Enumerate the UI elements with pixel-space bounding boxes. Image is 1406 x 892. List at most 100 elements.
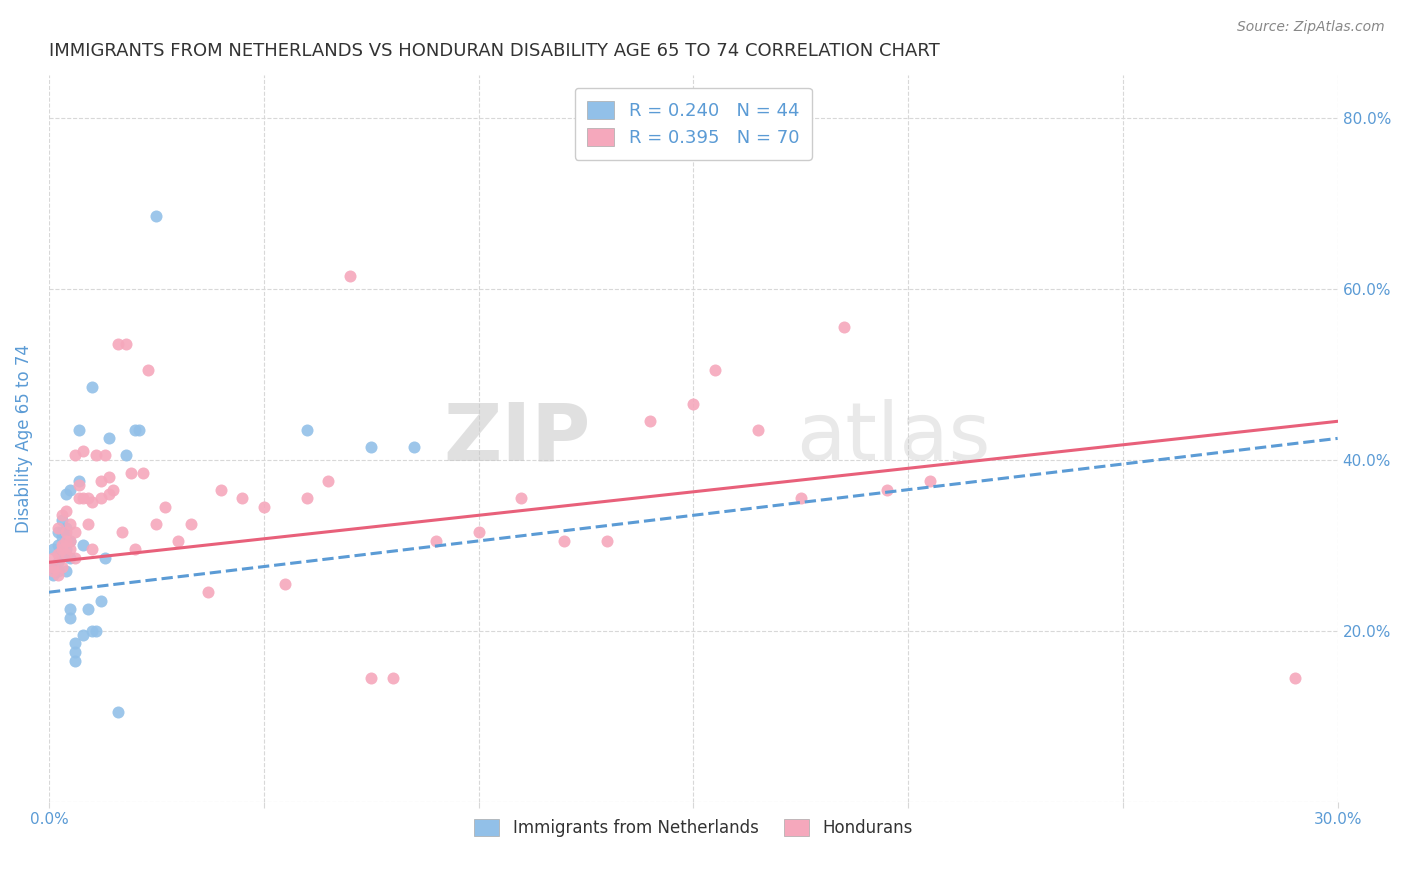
Point — [63, 449, 86, 463]
Text: ZIP: ZIP — [443, 400, 591, 477]
Point — [467, 525, 489, 540]
Point — [115, 337, 138, 351]
Point — [72, 538, 94, 552]
Point — [89, 593, 111, 607]
Point — [197, 585, 219, 599]
Point — [51, 530, 73, 544]
Point — [42, 551, 65, 566]
Point — [80, 380, 103, 394]
Point — [51, 542, 73, 557]
Point — [145, 516, 167, 531]
Point — [59, 516, 82, 531]
Point — [76, 516, 98, 531]
Point — [94, 449, 117, 463]
Point — [132, 466, 155, 480]
Text: Source: ZipAtlas.com: Source: ZipAtlas.com — [1237, 20, 1385, 34]
Point — [55, 521, 77, 535]
Point — [72, 491, 94, 506]
Point — [63, 654, 86, 668]
Point — [59, 602, 82, 616]
Point — [381, 671, 404, 685]
Point — [63, 551, 86, 566]
Point — [339, 268, 361, 283]
Point — [274, 576, 297, 591]
Point — [67, 474, 90, 488]
Point — [98, 487, 121, 501]
Point — [876, 483, 898, 497]
Point — [51, 547, 73, 561]
Point — [360, 671, 382, 685]
Point — [166, 533, 188, 548]
Point — [80, 542, 103, 557]
Point — [59, 551, 82, 566]
Point — [115, 449, 138, 463]
Point — [55, 525, 77, 540]
Point — [360, 440, 382, 454]
Point — [51, 538, 73, 552]
Point — [51, 559, 73, 574]
Point — [46, 564, 69, 578]
Point — [67, 478, 90, 492]
Point — [180, 516, 202, 531]
Point — [747, 423, 769, 437]
Point — [76, 491, 98, 506]
Point — [553, 533, 575, 548]
Point — [55, 533, 77, 548]
Point — [46, 521, 69, 535]
Point — [316, 474, 339, 488]
Point — [84, 449, 107, 463]
Point — [124, 542, 146, 557]
Point — [89, 474, 111, 488]
Point — [59, 542, 82, 557]
Text: atlas: atlas — [796, 400, 991, 477]
Point — [55, 564, 77, 578]
Point — [253, 500, 276, 514]
Text: IMMIGRANTS FROM NETHERLANDS VS HONDURAN DISABILITY AGE 65 TO 74 CORRELATION CHAR: IMMIGRANTS FROM NETHERLANDS VS HONDURAN … — [49, 42, 939, 60]
Point — [72, 628, 94, 642]
Point — [42, 542, 65, 557]
Point — [46, 538, 69, 552]
Point — [682, 397, 704, 411]
Point — [425, 533, 447, 548]
Point — [51, 508, 73, 523]
Point — [209, 483, 232, 497]
Point — [42, 559, 65, 574]
Point — [918, 474, 941, 488]
Point — [80, 495, 103, 509]
Point — [789, 491, 811, 506]
Point — [404, 440, 426, 454]
Point — [46, 568, 69, 582]
Point — [832, 320, 855, 334]
Point — [84, 624, 107, 638]
Point — [46, 555, 69, 569]
Point — [98, 431, 121, 445]
Point — [59, 533, 82, 548]
Point — [703, 363, 725, 377]
Point — [55, 530, 77, 544]
Point — [55, 487, 77, 501]
Point — [72, 444, 94, 458]
Point — [596, 533, 619, 548]
Point — [136, 363, 159, 377]
Point — [76, 602, 98, 616]
Y-axis label: Disability Age 65 to 74: Disability Age 65 to 74 — [15, 344, 32, 533]
Point — [51, 525, 73, 540]
Point — [128, 423, 150, 437]
Point — [63, 636, 86, 650]
Point — [42, 564, 65, 578]
Point — [107, 337, 129, 351]
Point — [94, 551, 117, 566]
Point — [55, 547, 77, 561]
Point — [1284, 671, 1306, 685]
Point — [46, 547, 69, 561]
Point — [42, 568, 65, 582]
Point — [55, 542, 77, 557]
Point — [51, 512, 73, 526]
Point — [59, 533, 82, 548]
Point — [98, 470, 121, 484]
Point — [80, 624, 103, 638]
Point — [295, 491, 318, 506]
Point — [295, 423, 318, 437]
Point — [510, 491, 533, 506]
Point — [63, 525, 86, 540]
